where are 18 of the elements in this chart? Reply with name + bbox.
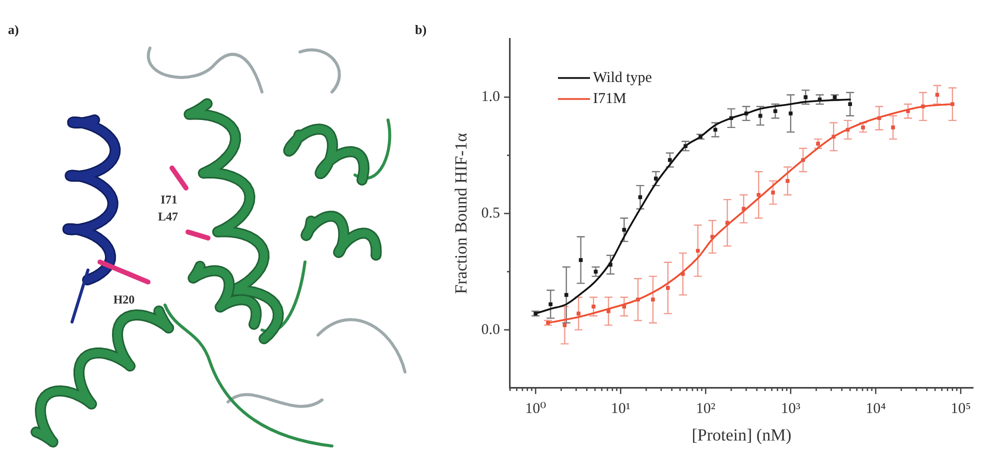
x-tick-label: 10¹	[610, 400, 630, 417]
x-axis-title: [Protein] (nM)	[692, 425, 792, 444]
y-axis-title: Fraction Bound HIF-1α	[452, 132, 471, 294]
legend-label: Wild type	[593, 70, 652, 86]
y-tick-label: 0.5	[481, 205, 500, 222]
text: L47	[158, 210, 178, 224]
chart-title: b)	[415, 22, 427, 37]
y-tick-label: 1.0	[481, 89, 500, 106]
text: I71	[160, 192, 178, 206]
x-tick-label: 10²	[696, 400, 716, 417]
text: H20	[113, 292, 135, 306]
x-tick-label: 10⁵	[950, 400, 971, 417]
x-tick-label: 10⁴	[866, 400, 886, 417]
legend-label: I71M	[593, 90, 626, 107]
text: a)	[8, 22, 19, 37]
y-tick-label: 0.0	[481, 322, 500, 338]
x-tick-label: 10⁰	[525, 400, 546, 417]
x-tick-label: 10³	[780, 400, 801, 417]
